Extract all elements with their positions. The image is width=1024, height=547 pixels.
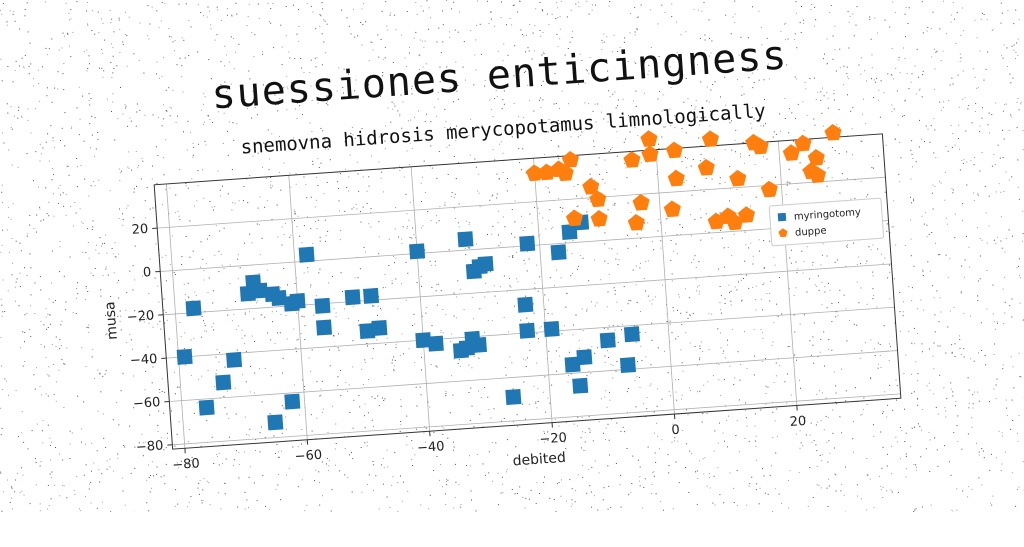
legend-box: [769, 198, 884, 246]
myringotomy-point: [284, 394, 300, 410]
myringotomy-point: [315, 298, 331, 314]
legend-marker-myringotomy: [778, 213, 787, 222]
y-tick-label: −40: [129, 352, 157, 369]
duppe-point: [640, 130, 658, 147]
y-grid-line: [169, 351, 897, 402]
myringotomy-point: [299, 247, 315, 263]
myringotomy-point: [519, 236, 535, 252]
y-axis-label: musa: [102, 301, 121, 340]
duppe-point: [632, 193, 650, 210]
y-tick-label: 20: [131, 222, 149, 238]
myringotomy-point: [363, 288, 379, 304]
myringotomy-point: [624, 326, 640, 342]
myringotomy-point: [471, 337, 487, 353]
duppe-point: [760, 180, 778, 197]
y-tick-label: −80: [136, 438, 164, 455]
myringotomy-point: [600, 332, 616, 348]
myringotomy-point: [428, 336, 444, 352]
x-tick-label: 20: [789, 414, 807, 430]
myringotomy-point: [409, 243, 425, 259]
myringotomy-point: [620, 357, 636, 373]
data-points: [164, 117, 860, 437]
x-grid-line: [166, 184, 184, 448]
y-tick-label: −20: [126, 308, 154, 325]
duppe-point: [697, 158, 715, 175]
x-axis-label: debited: [512, 450, 566, 470]
myringotomy-point: [572, 378, 588, 394]
myringotomy-point: [517, 297, 533, 313]
duppe-point: [667, 169, 685, 186]
myringotomy-point: [457, 231, 473, 247]
myringotomy-point: [290, 293, 306, 309]
myringotomy-point: [267, 414, 283, 430]
x-tick-label: −20: [539, 431, 567, 448]
duppe-point: [663, 200, 681, 217]
myringotomy-point: [371, 320, 387, 336]
myringotomy-point: [345, 289, 361, 305]
myringotomy-point: [215, 374, 231, 390]
y-tick-label: 0: [142, 265, 151, 281]
duppe-point: [665, 141, 683, 158]
myringotomy-point: [544, 321, 560, 337]
myringotomy-point: [519, 323, 535, 339]
axis-ticks: −80 −60 −40 −20 0 20 −80 −60 −40 −20 0 20: [120, 177, 806, 476]
duppe-point: [729, 169, 747, 186]
myringotomy-point: [576, 349, 592, 365]
x-tick-label: −80: [172, 456, 200, 473]
duppe-point: [627, 213, 645, 230]
myringotomy-point: [186, 300, 202, 316]
myringotomy-point: [505, 389, 521, 405]
myringotomy-point: [177, 349, 193, 365]
myringotomy-point: [478, 256, 494, 272]
duppe-point: [701, 130, 719, 147]
myringotomy-point: [226, 352, 242, 368]
x-grid-line: [656, 150, 674, 414]
x-grid-line: [534, 158, 552, 422]
x-tick-label: 0: [671, 423, 680, 439]
myringotomy-point: [199, 400, 215, 416]
y-tick-label: −60: [132, 395, 160, 412]
duppe-point: [590, 209, 608, 226]
x-grid-line: [778, 141, 796, 405]
myringotomy-point: [551, 244, 567, 260]
myringotomy-point: [316, 320, 332, 336]
x-tick-label: −60: [294, 448, 322, 465]
legend-label-duppe: duppe: [795, 226, 827, 239]
duppe-point: [623, 151, 641, 168]
x-tick-label: −40: [417, 439, 445, 456]
x-grid-line: [411, 167, 429, 431]
